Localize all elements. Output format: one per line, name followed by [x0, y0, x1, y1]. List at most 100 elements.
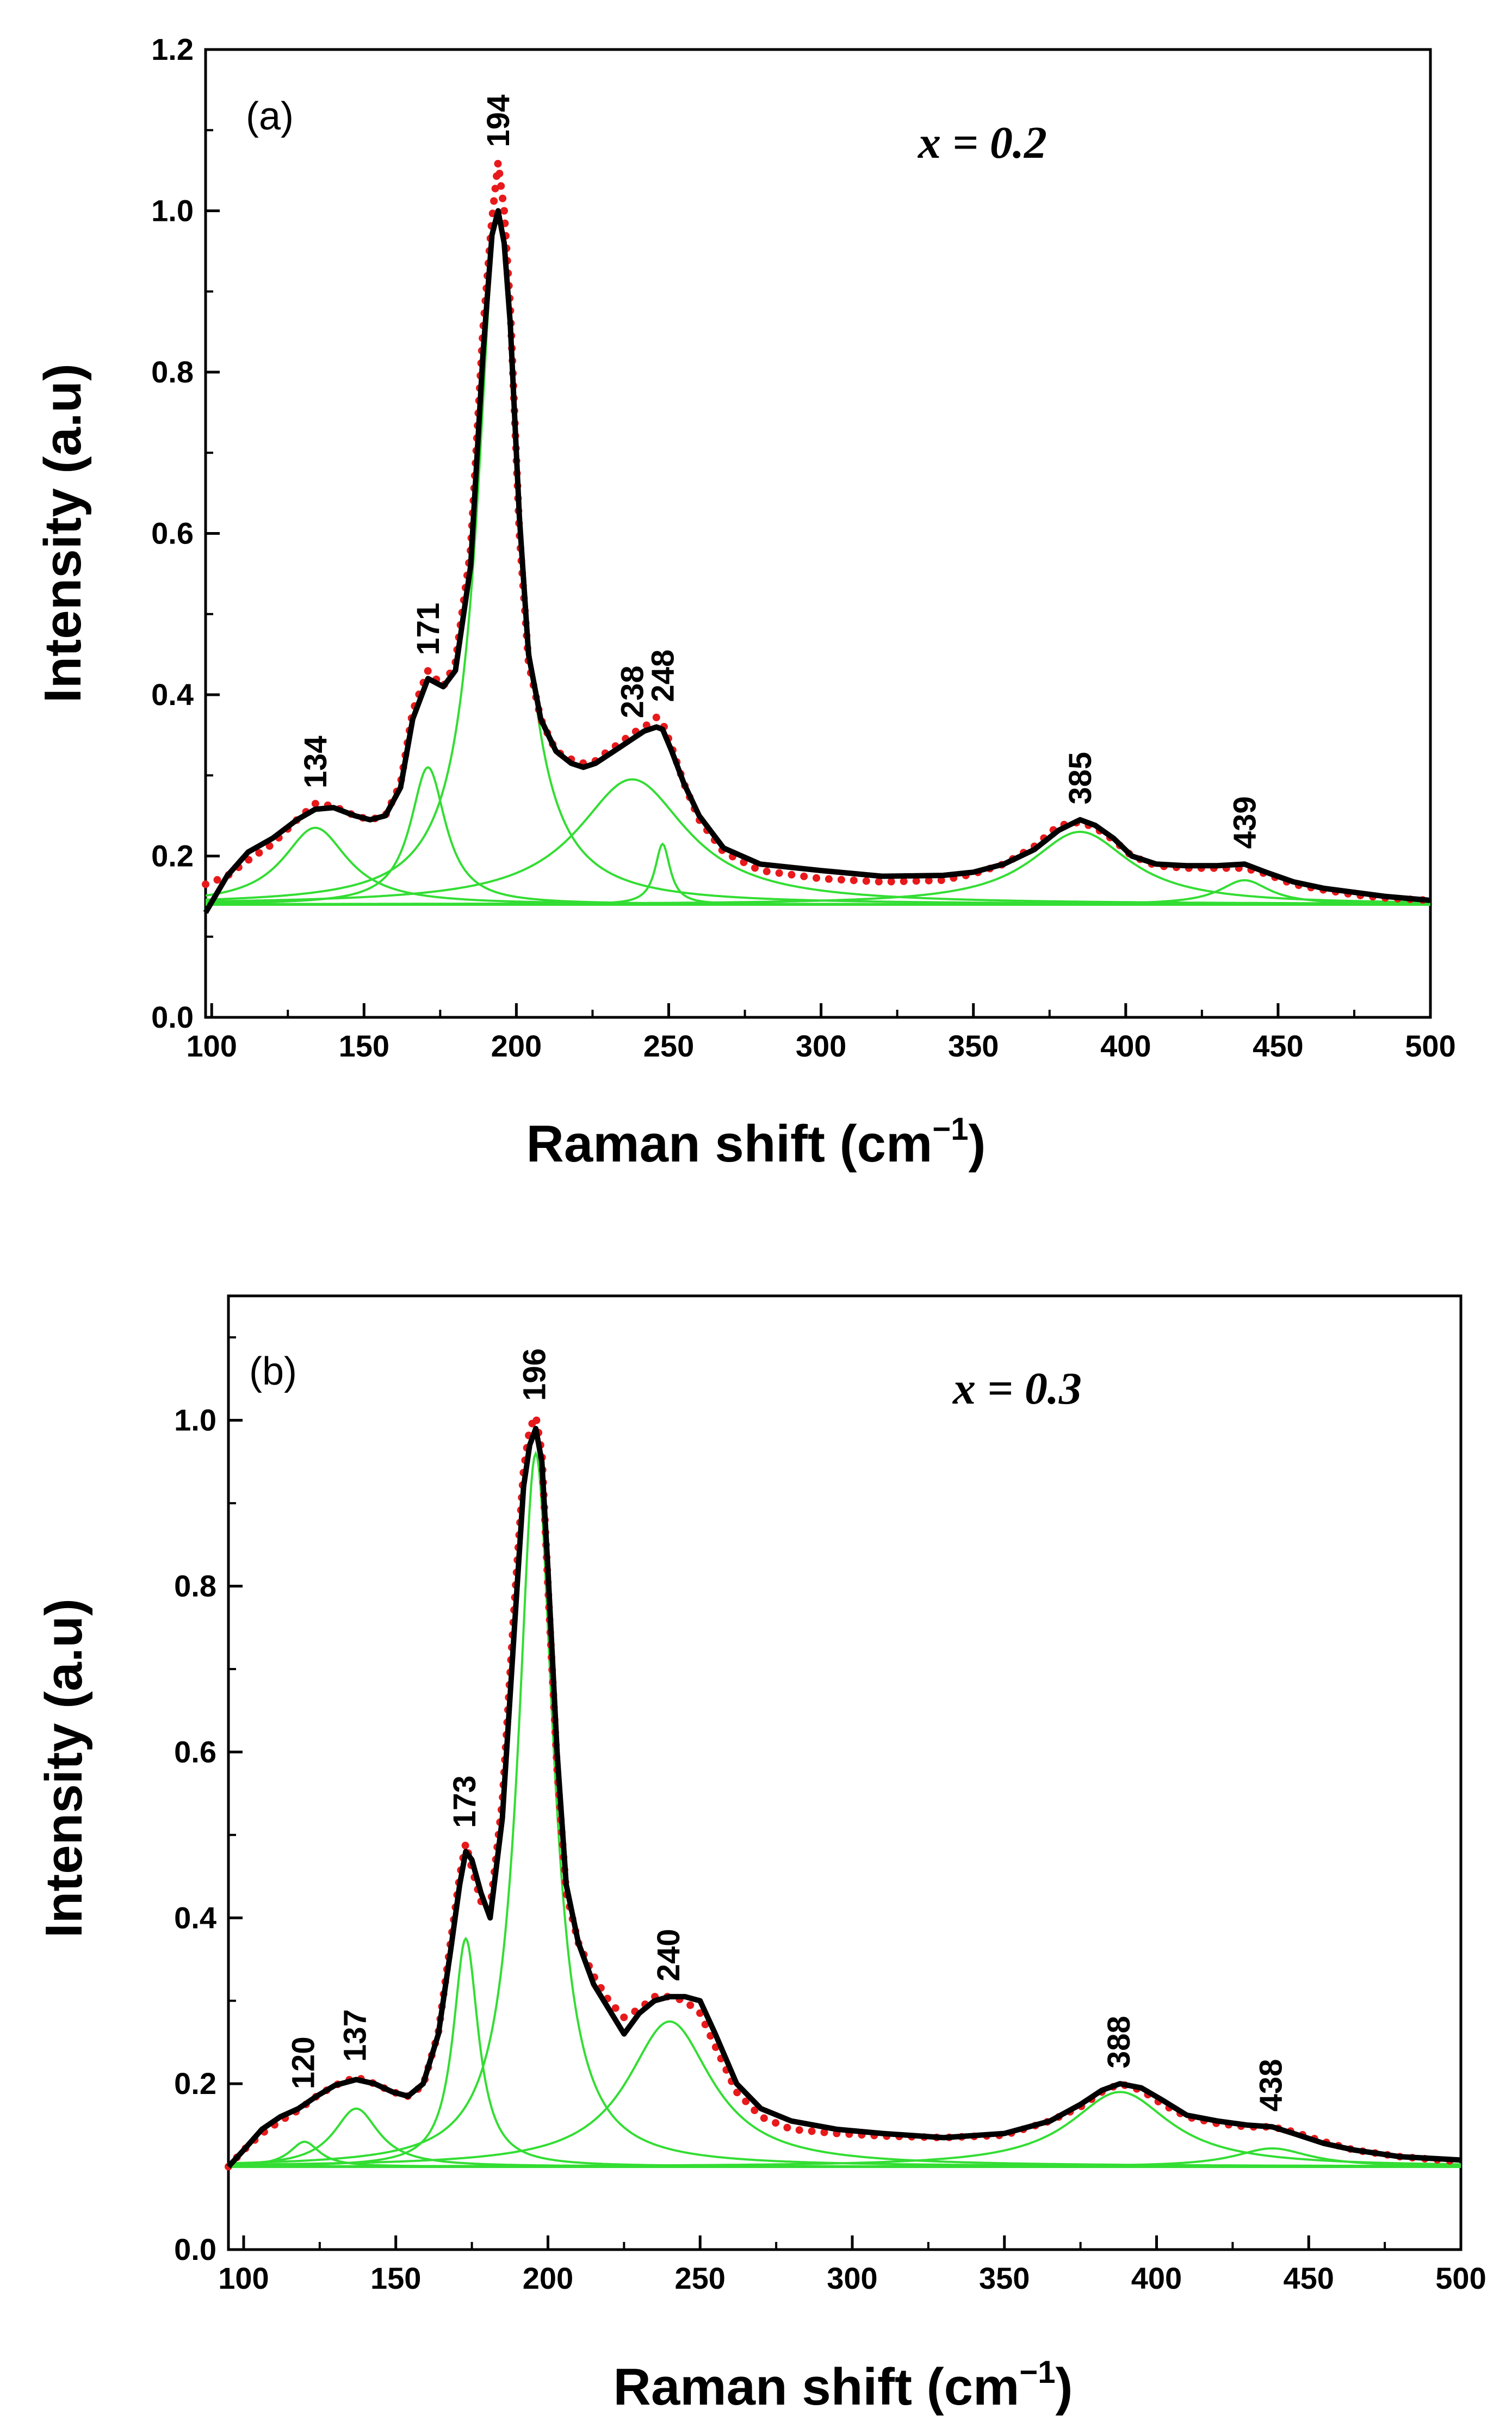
panel-a-data-point-130 — [652, 713, 660, 721]
panel-a-data-point-160 — [937, 876, 945, 885]
panel-a-data-point-76 — [499, 194, 507, 202]
panel-b-data-point-152 — [783, 2123, 791, 2132]
panel-a-peak-label-194: 194 — [481, 95, 516, 147]
panel-a-x-axis-title-close: ) — [968, 1115, 986, 1173]
panel-b-component-240 — [228, 2020, 1461, 2167]
panel-a-x-axis-title-main: Raman shift (cm — [526, 1115, 933, 1173]
panel-a-data-point-156 — [887, 878, 895, 886]
panel-a-data-point-147 — [775, 869, 783, 877]
panel-b-x-axis-title: Raman shift (cm−1) — [614, 2355, 1073, 2416]
panel-b-peak-label-240: 240 — [651, 1929, 686, 1981]
panel-a-data-point-73 — [494, 159, 502, 168]
panel-a-data-point-149 — [800, 872, 808, 880]
panel-a-data-point-29 — [424, 667, 432, 675]
panel-b-peak-labels: 120 137 173 196 240 388 438 — [286, 1348, 1288, 2111]
panel-a-data-series — [202, 159, 1427, 904]
panel-b-x-axis-title-main: Raman shift (cm — [614, 2358, 1020, 2416]
panel-b-data-point-150 — [760, 2114, 768, 2122]
panel-a-data-point-158 — [912, 877, 920, 885]
panel-b-peak-label-388: 388 — [1101, 2016, 1137, 2068]
panel-a-xtick-label-6: 400 — [1100, 1029, 1151, 1063]
panel-b-x-ticks: 100 150 200 250 300 350 400 450 500 — [218, 2235, 1486, 2295]
panel-b-xtick-label-0: 100 — [218, 2261, 269, 2295]
panel-b-fit-line — [226, 1425, 1461, 2169]
panel-a-components — [205, 208, 1430, 906]
panel-b-peak-label-137: 137 — [338, 2009, 373, 2062]
panel-a-xtick-label-0: 100 — [186, 1029, 237, 1063]
panel-a-ytick-label-0: 0.0 — [151, 1000, 194, 1034]
panel-b-data-series — [225, 1416, 1454, 2171]
panel-a-x-axis-title: Raman shift (cm−1) — [526, 1111, 986, 1173]
panel-a-data-point-4 — [245, 856, 253, 864]
panel-b-xtick-label-8: 500 — [1435, 2261, 1486, 2295]
panel-a-data-point-157 — [900, 877, 908, 885]
panel-a-component-439 — [206, 879, 1430, 906]
panel-b-ytick-label-1: 0.2 — [174, 2066, 216, 2101]
panel-b-data-point-38 — [461, 1842, 469, 1850]
panel-a-xtick-label-5: 350 — [948, 1029, 999, 1063]
panel-b-xtick-label-4: 300 — [827, 2261, 877, 2295]
panel-b-peak-label-120: 120 — [286, 2036, 321, 2089]
panel-b-data-point-84 — [532, 1416, 541, 1424]
panel-b-xtick-label-2: 200 — [523, 2261, 573, 2295]
panel-a-xtick-label-1: 150 — [339, 1029, 389, 1063]
panel-b-data-point-147 — [733, 2089, 741, 2097]
panel-a-peak-label-238: 238 — [615, 665, 650, 718]
panel-b-data-point-148 — [742, 2097, 750, 2105]
panel-a-label: (a) — [246, 95, 294, 138]
panel-b-components — [228, 1450, 1461, 2169]
panel-a-xtick-label-4: 300 — [796, 1029, 846, 1063]
panel-a-xtick-label-8: 500 — [1405, 1029, 1455, 1063]
panel-a-ytick-label-6: 1.2 — [151, 32, 194, 66]
panel-a-peak-label-134: 134 — [298, 736, 333, 788]
panel-a-data-point-145 — [751, 864, 759, 872]
panel-a-y-axis-title: Intensity (a.u) — [34, 363, 92, 703]
panel-b-y-ticks: 0.0 0.2 0.4 0.6 0.8 1.0 — [174, 1336, 243, 2266]
panel-a-composition: x = 0.2 — [917, 118, 1047, 168]
panel-b-y-axis-title: Intensity (a.u) — [35, 1598, 93, 1938]
panel-b: 0.0 0.2 0.4 0.6 0.8 1.0 100 150 200 250 300 350 400… — [35, 1294, 1486, 2416]
panel-a-data-point-71 — [491, 184, 499, 193]
panel-a-component-238 — [206, 778, 1430, 905]
panel-b-data-point-139 — [686, 2001, 695, 2009]
panel-a-data-point-74 — [495, 170, 504, 177]
panel-a-data-point-75 — [497, 182, 505, 190]
panel-a-data-point-151 — [825, 875, 833, 883]
panel-a-data-point-155 — [875, 878, 883, 886]
panel-a-data-point-159 — [925, 876, 933, 885]
panel-a-x-ticks: 100 150 200 250 300 350 400 450 500 — [186, 1003, 1456, 1063]
panel-b-xtick-label-5: 350 — [979, 2261, 1030, 2295]
panel-a-data-point-148 — [788, 870, 796, 879]
panel-a-ytick-label-1: 0.2 — [151, 839, 194, 873]
panel-b-component-438 — [228, 2147, 1461, 2168]
panel-a-y-ticks: 0.0 0.2 0.4 0.6 0.8 1.0 1.2 — [151, 32, 220, 1034]
panel-a-xtick-label-2: 200 — [491, 1029, 542, 1063]
panel-a-peak-label-248: 248 — [646, 650, 681, 702]
panel-b-data-point-151 — [772, 2119, 780, 2127]
panel-b-data-point-153 — [795, 2126, 803, 2134]
panel-a-ytick-label-2: 0.4 — [151, 677, 194, 712]
panel-a-data-point-1 — [213, 876, 221, 884]
panel-b-xtick-label-7: 450 — [1284, 2261, 1334, 2295]
panel-a-data-point-146 — [763, 867, 771, 875]
panel-b-data-point-140 — [696, 2009, 704, 2017]
panel-b-ytick-label-2: 0.4 — [174, 1900, 216, 1935]
panel-a-data-point-152 — [837, 876, 845, 884]
panel-a-peak-label-439: 439 — [1228, 796, 1263, 849]
panel-b-peak-label-196: 196 — [517, 1348, 553, 1401]
panel-a-x-axis-title-sup: −1 — [932, 1111, 968, 1147]
panel-a-peak-label-385: 385 — [1063, 752, 1098, 805]
panel-b-ytick-label-3: 0.6 — [174, 1734, 216, 1769]
panel-b-x-axis-title-sup: −1 — [1019, 2355, 1055, 2390]
panel-b-data-point-154 — [808, 2127, 816, 2135]
panel-b-data-point-133 — [620, 2013, 628, 2022]
panel-a-data-point-5 — [255, 849, 263, 857]
panel-a-ytick-label-5: 1.0 — [151, 194, 194, 228]
panel-b-label: (b) — [249, 1350, 297, 1393]
panel-b-peak-label-438: 438 — [1254, 2059, 1289, 2112]
panel-b-ytick-label-4: 0.8 — [174, 1569, 216, 1603]
panel-b-composition: x = 0.3 — [952, 1363, 1082, 1414]
panel-a-data-point-70 — [490, 197, 498, 205]
